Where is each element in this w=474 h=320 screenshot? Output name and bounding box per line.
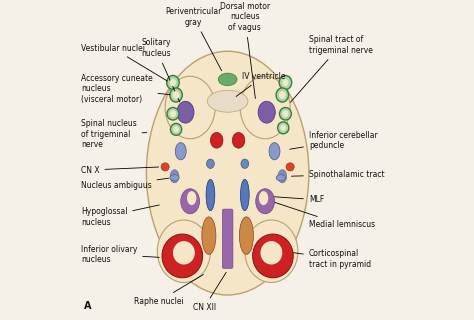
Ellipse shape [239, 217, 254, 254]
Ellipse shape [206, 180, 215, 211]
Ellipse shape [279, 91, 286, 99]
Ellipse shape [207, 159, 214, 168]
Ellipse shape [157, 220, 210, 283]
Circle shape [286, 163, 294, 171]
Ellipse shape [259, 191, 268, 205]
Ellipse shape [240, 180, 249, 211]
Text: Nucleus ambiguus: Nucleus ambiguus [81, 178, 169, 190]
Text: Inferior olivary
nucleus: Inferior olivary nucleus [81, 245, 159, 264]
Ellipse shape [260, 241, 283, 265]
Ellipse shape [281, 125, 286, 131]
Ellipse shape [283, 110, 289, 117]
Ellipse shape [173, 91, 180, 99]
Text: Medial lemniscus: Medial lemniscus [274, 202, 375, 229]
Ellipse shape [202, 217, 216, 254]
Text: Dorsal motor
nucleus
of vagus: Dorsal motor nucleus of vagus [220, 2, 270, 99]
Text: Corticospinal
tract in pyramid: Corticospinal tract in pyramid [274, 249, 371, 269]
Ellipse shape [170, 175, 179, 181]
Ellipse shape [175, 143, 186, 160]
Ellipse shape [207, 90, 248, 112]
Ellipse shape [173, 126, 179, 132]
Ellipse shape [171, 124, 182, 135]
Ellipse shape [146, 51, 309, 295]
Ellipse shape [167, 108, 179, 120]
Ellipse shape [162, 234, 202, 278]
Text: Vestibular nuclei: Vestibular nuclei [81, 44, 167, 81]
Ellipse shape [253, 234, 293, 278]
Text: Hypoglossal
nucleus: Hypoglossal nucleus [81, 205, 159, 227]
Ellipse shape [276, 88, 289, 102]
Text: A: A [84, 300, 91, 311]
Text: Spinal nucleus
of trigeminal
nerve: Spinal nucleus of trigeminal nerve [81, 119, 147, 149]
Ellipse shape [181, 189, 200, 214]
Ellipse shape [283, 79, 289, 86]
Ellipse shape [241, 159, 249, 168]
Ellipse shape [278, 170, 287, 183]
Text: Raphe nuclei: Raphe nuclei [134, 275, 203, 306]
Ellipse shape [280, 108, 292, 120]
Ellipse shape [240, 76, 290, 139]
Ellipse shape [218, 73, 237, 86]
Text: CN XII: CN XII [192, 272, 226, 312]
Ellipse shape [245, 220, 298, 283]
Ellipse shape [170, 88, 182, 102]
Text: Accessory cuneate
nucleus
(visceral motor): Accessory cuneate nucleus (visceral moto… [81, 74, 170, 104]
Ellipse shape [177, 101, 194, 123]
Text: Periventricular
gray: Periventricular gray [165, 7, 222, 71]
Ellipse shape [210, 132, 223, 148]
Text: IV ventricle: IV ventricle [236, 72, 285, 96]
Ellipse shape [232, 132, 245, 148]
Ellipse shape [276, 175, 285, 181]
Ellipse shape [279, 76, 292, 90]
Ellipse shape [170, 110, 176, 117]
Ellipse shape [170, 79, 176, 86]
Ellipse shape [187, 191, 196, 205]
Ellipse shape [278, 122, 289, 134]
Ellipse shape [269, 143, 280, 160]
Text: MLF: MLF [274, 195, 324, 204]
Text: Inferior cerebellar
peduncle: Inferior cerebellar peduncle [290, 131, 378, 150]
Ellipse shape [170, 170, 179, 183]
FancyBboxPatch shape [222, 209, 233, 268]
Ellipse shape [256, 189, 274, 214]
Ellipse shape [173, 241, 195, 265]
Text: Spinothalamic tract: Spinothalamic tract [292, 170, 384, 179]
Text: Spinal tract of
trigeminal nerve: Spinal tract of trigeminal nerve [291, 35, 373, 102]
Ellipse shape [167, 76, 179, 90]
Text: Solitary
nucleus: Solitary nucleus [141, 38, 180, 102]
Ellipse shape [165, 76, 215, 139]
Ellipse shape [258, 101, 275, 123]
Text: CN X: CN X [81, 165, 159, 174]
Circle shape [161, 163, 169, 171]
